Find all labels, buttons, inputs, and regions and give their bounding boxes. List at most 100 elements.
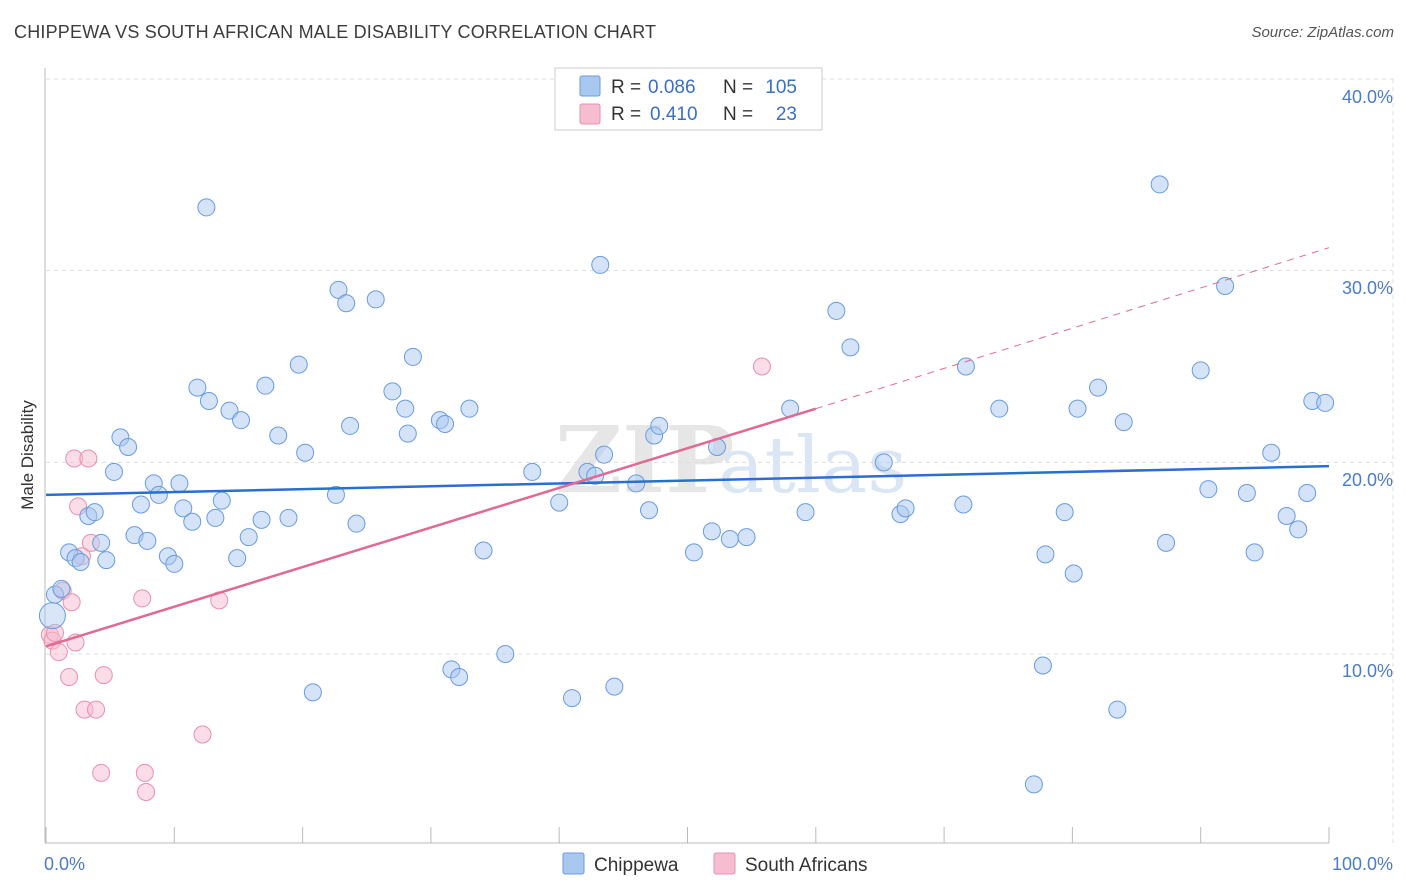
chippewa-point-29	[228, 549, 247, 568]
chippewa-point-48	[403, 347, 422, 366]
chippewa-point-75	[827, 301, 846, 320]
south-africans-point-17	[133, 589, 152, 608]
chippewa-point-41	[337, 294, 356, 313]
chippewa-point-27	[212, 491, 231, 510]
watermark-zip: ZIP	[555, 406, 734, 514]
south-africans-point-20	[193, 725, 212, 744]
series-legend: Chippewa South Africans	[562, 852, 868, 876]
south-africans-point-19	[137, 783, 156, 801]
chippewa-point-91	[1114, 413, 1133, 432]
chippewa-point-94	[1191, 361, 1210, 380]
legend-r-value-1: 0.086	[648, 77, 696, 98]
chippewa-point-47	[398, 424, 417, 443]
chippewa-point-17	[149, 485, 168, 504]
chippewa-point-10	[104, 462, 123, 481]
chippewa-point-61	[591, 255, 610, 274]
chippewa-point-99	[1262, 443, 1281, 462]
chippewa-point-35	[279, 508, 298, 527]
legend-r-label-1: R =	[611, 77, 641, 98]
chippewa-point-92	[1150, 175, 1169, 194]
south-africans-point-22	[752, 357, 771, 376]
chippewa-point-56	[523, 462, 542, 481]
chippewa-point-63	[605, 677, 624, 696]
legend-n-label-1: N =	[723, 77, 753, 98]
chippewa-point-33	[256, 376, 275, 395]
chippewa-point-36	[289, 355, 308, 374]
chippewa-point-37	[296, 443, 315, 462]
south-africans-point-3	[49, 643, 68, 662]
chippewa-point-15	[138, 531, 157, 550]
chippewa-point-25	[199, 392, 218, 410]
south-africans-point-15	[92, 763, 111, 782]
legend-swatch-south-africans	[579, 103, 601, 125]
chippewa-point-104	[1316, 393, 1335, 412]
chippewa-point-7	[85, 503, 104, 522]
chippewa-point-100	[1277, 507, 1296, 525]
chippewa-point-93	[1157, 533, 1176, 552]
chippewa-point-53	[460, 399, 479, 418]
chippewa-points	[38, 175, 1335, 794]
south-africans-point-12	[79, 449, 98, 468]
chippewa-point-39	[326, 485, 345, 504]
chippewa-point-77	[874, 453, 893, 472]
chippewa-point-54	[474, 541, 493, 560]
chippewa-point-72	[737, 528, 756, 547]
chippewa-point-84	[1033, 656, 1052, 675]
south-africans-point-6	[62, 593, 81, 612]
chippewa-point-8	[92, 533, 111, 552]
south-africans-trend-extension	[815, 247, 1330, 410]
chippewa-point-14	[131, 495, 150, 514]
chippewa-point-38	[303, 683, 322, 702]
chippewa-point-76	[841, 338, 860, 357]
chippewa-point-58	[563, 689, 582, 708]
chippewa-point-64	[627, 474, 646, 493]
chippewa-point-85	[1036, 545, 1055, 564]
chippewa-point-96	[1216, 277, 1235, 295]
chippewa-point-24	[197, 198, 216, 217]
correlation-legend: R = 0.086 N = 105 R = 0.410 N = 23	[554, 67, 823, 131]
chippewa-point-88	[1068, 399, 1087, 418]
chippewa-point-52	[450, 668, 469, 686]
chippewa-point-45	[383, 382, 402, 401]
chippewa-point-95	[1199, 480, 1218, 499]
chippewa-point-0	[38, 602, 66, 630]
legend-swatch-chippewa	[579, 75, 601, 97]
chippewa-point-30	[232, 411, 251, 430]
chippewa-point-62	[595, 445, 614, 464]
legend-n-label-2: N =	[723, 104, 753, 125]
chippewa-point-98	[1245, 543, 1264, 562]
chippewa-point-90	[1108, 700, 1127, 719]
chippewa-point-101	[1289, 520, 1308, 539]
legend-n-value-1: 105	[765, 77, 797, 98]
chippewa-point-89	[1089, 378, 1108, 397]
chippewa-point-20	[170, 474, 189, 493]
y-tick-label-10: 10.0%	[1342, 661, 1393, 681]
chippewa-point-86	[1055, 503, 1074, 522]
chippewa-point-19	[165, 554, 184, 573]
axis-layer	[44, 68, 1330, 844]
chippewa-point-23	[188, 378, 207, 397]
chippewa-point-57	[550, 493, 569, 512]
chippewa-point-79	[896, 499, 915, 518]
chippewa-point-80	[954, 495, 973, 514]
chippewa-point-5	[71, 553, 90, 571]
bottom-legend-chippewa: Chippewa	[594, 855, 679, 876]
y-axis-title: Male Disability	[18, 400, 37, 510]
trend-lines	[45, 247, 1330, 648]
chippewa-point-43	[347, 514, 366, 533]
chippewa-point-22	[183, 512, 202, 531]
chippewa-point-12	[119, 438, 138, 456]
chippewa-point-83	[1024, 775, 1043, 794]
chippewa-point-46	[396, 399, 415, 418]
chippewa-point-71	[720, 530, 739, 548]
chippewa-point-40	[329, 280, 348, 299]
chippewa-point-31	[239, 528, 258, 547]
chart-title: CHIPPEWA VS SOUTH AFRICAN MALE DISABILIT…	[14, 22, 657, 42]
x-tick-label-min: 0.0%	[44, 854, 85, 874]
south-africans-point-5	[60, 668, 79, 686]
bottom-legend-swatch-chippewa	[562, 852, 585, 875]
y-tick-label-40: 40.0%	[1342, 87, 1393, 107]
bottom-legend-south-africans: South Africans	[745, 855, 868, 876]
chippewa-point-67	[650, 416, 669, 435]
